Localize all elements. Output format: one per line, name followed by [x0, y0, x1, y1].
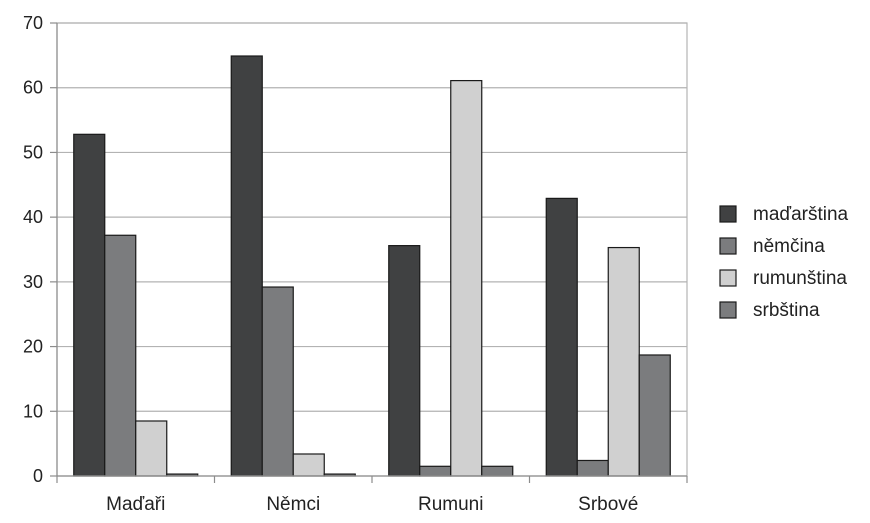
bar	[545, 197, 578, 477]
axes	[56, 22, 688, 477]
x-category-label: Rumuni	[418, 494, 483, 515]
x-category-label: Srbové	[578, 494, 638, 515]
y-tick-label: 60	[23, 78, 43, 98]
legend-label: rumunština	[753, 268, 847, 289]
legend-label: srbština	[753, 300, 820, 321]
legend: maďarština němčina rumunština srbština	[719, 204, 849, 321]
y-tick-label: 0	[33, 466, 43, 486]
legend-swatch	[719, 269, 737, 287]
y-tick-label: 70	[23, 13, 43, 33]
bar	[450, 79, 483, 477]
plot-area-border	[56, 22, 688, 477]
bar	[388, 245, 421, 477]
bar	[230, 55, 263, 477]
y-tick-label: 40	[23, 207, 43, 227]
x-category-label: Němci	[266, 494, 320, 515]
y-tick-label: 10	[23, 401, 43, 421]
bar	[261, 286, 294, 477]
legend-label: maďarština	[753, 204, 849, 225]
grid-lines	[57, 22, 687, 412]
y-axis-ticks: 0 10 20 30 40 50 60 70	[23, 13, 57, 486]
bar	[292, 453, 325, 477]
bar	[104, 234, 137, 477]
bar	[481, 465, 514, 477]
bar	[135, 420, 168, 477]
y-tick-label: 20	[23, 337, 43, 357]
y-tick-label: 50	[23, 142, 43, 162]
bar	[73, 133, 106, 477]
legend-label: němčina	[753, 236, 825, 257]
bar	[419, 465, 452, 477]
legend-swatch	[719, 301, 737, 319]
x-category-label: Maďaři	[106, 494, 165, 515]
bar	[576, 459, 609, 477]
bar	[607, 246, 640, 477]
bar	[638, 354, 671, 477]
x-axis-categories: Maďaři Němci Rumuni Srbové	[56, 476, 688, 515]
bars	[73, 55, 671, 477]
y-tick-label: 30	[23, 272, 43, 292]
legend-swatch	[719, 205, 737, 223]
legend-swatch	[719, 237, 737, 255]
